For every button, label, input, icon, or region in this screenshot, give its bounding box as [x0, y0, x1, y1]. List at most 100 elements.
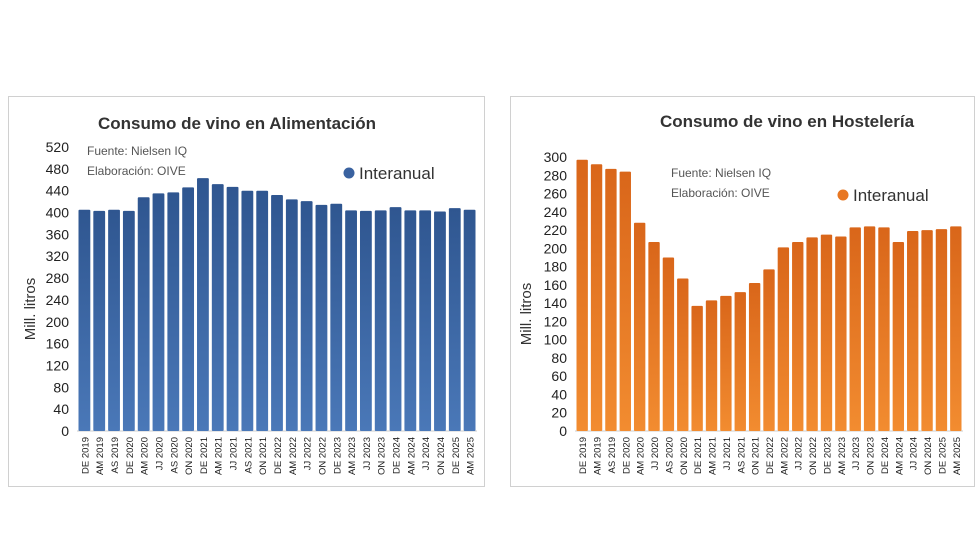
y-tick-label: 440: [46, 183, 70, 199]
bar: [197, 178, 209, 431]
x-tick-label: AS 2021: [243, 437, 254, 473]
bar: [404, 210, 417, 431]
y-tick-label: 80: [551, 350, 567, 366]
x-tick-label: AM 2025: [466, 437, 477, 475]
x-tick-label: AS 2019: [110, 437, 121, 473]
x-tick-label: ON 2023: [377, 437, 388, 475]
y-tick-label: 320: [46, 248, 70, 264]
bar: [950, 226, 962, 431]
y-tick-label: 20: [551, 405, 567, 421]
y-tick-label: 220: [544, 222, 568, 238]
y-tick-label: 280: [544, 167, 568, 183]
bar: [78, 209, 91, 431]
x-tick-label: DE 2025: [451, 437, 462, 474]
bar: [792, 241, 804, 431]
x-tick-label: AM 2021: [708, 437, 719, 475]
y-tick-label: 40: [551, 386, 567, 402]
chart-panel-hosteleria: Consumo de vino en Hostelería Fuente: Nie…: [510, 96, 975, 487]
x-tick-label: AM 2021: [214, 437, 225, 475]
x-tick-label: AM 2022: [288, 437, 299, 475]
x-tick-label: DE 2020: [621, 437, 632, 474]
bar: [374, 210, 387, 431]
y-tick-label: 60: [551, 368, 567, 384]
y-tick-label: 80: [53, 379, 69, 395]
x-tick-label: AS 2019: [607, 437, 618, 473]
x-tick-label: ON 2022: [317, 437, 328, 475]
x-tick-label: DE 2021: [199, 437, 210, 474]
bar: [590, 164, 603, 431]
bar: [226, 186, 239, 431]
source-label: Fuente: Nielsen IQ: [87, 144, 187, 158]
x-tick-label: JJ 2024: [421, 437, 432, 470]
x-tick-label: JJ 2021: [722, 437, 733, 470]
x-tick-label: DE 2019: [578, 437, 589, 474]
y-tick-label: 280: [46, 270, 70, 286]
legend-label: Interanual: [359, 164, 435, 183]
x-tick-label: AS 2020: [664, 437, 675, 473]
x-tick-label: DE 2022: [273, 437, 284, 474]
x-tick-label: AM 2024: [894, 437, 905, 475]
y-tick-label: 240: [544, 204, 568, 220]
chart-title: Consumo de vino en Hostelería: [660, 112, 915, 131]
bar: [167, 192, 180, 431]
bar: [677, 278, 689, 431]
bar: [359, 210, 372, 431]
bar: [211, 184, 224, 431]
y-tick-label: 0: [559, 423, 567, 439]
x-tick-label: JJ 2023: [362, 437, 373, 470]
legend-marker: [343, 167, 355, 179]
author-label: Elaboración: OIVE: [671, 186, 770, 200]
x-tick-label: DE 2022: [765, 437, 776, 474]
x-tick-label: ON 2020: [679, 437, 690, 475]
bar: [241, 190, 254, 431]
y-tick-label: 160: [544, 277, 568, 293]
bar: [315, 204, 328, 431]
x-tick-label: AM 2019: [593, 437, 604, 475]
y-tick-label: 40: [53, 401, 69, 417]
bar: [748, 283, 761, 431]
bar: [137, 197, 150, 431]
y-tick-label: 140: [544, 295, 568, 311]
bar: [448, 208, 461, 431]
bar: [835, 236, 847, 431]
bar: [619, 171, 631, 431]
x-tick-label: ON 2024: [923, 437, 934, 475]
x-tick-label: ON 2021: [751, 437, 762, 475]
bar: [576, 159, 588, 432]
x-tick-label: AM 2023: [837, 437, 848, 475]
bar: [463, 209, 476, 431]
bar: [122, 210, 135, 431]
bar: [389, 207, 402, 431]
x-tick-label: AM 2023: [347, 437, 358, 475]
y-tick-label: 200: [46, 314, 70, 330]
x-tick-label: JJ 2024: [909, 437, 920, 470]
bar: [705, 300, 718, 431]
bar: [691, 305, 703, 431]
y-tick-label: 520: [46, 139, 70, 155]
x-tick-label: ON 2020: [184, 437, 195, 475]
bar: [152, 193, 165, 431]
chart-hosteleria: Consumo de vino en Hostelería Fuente: Nie…: [518, 112, 963, 475]
y-tick-label: 120: [46, 357, 70, 373]
bar: [434, 211, 446, 431]
bar: [849, 227, 861, 431]
x-tick-label: AM 2025: [952, 437, 963, 475]
bar: [763, 269, 775, 431]
bar: [820, 234, 833, 431]
x-tick-label: DE 2019: [80, 437, 91, 474]
x-tick-label: ON 2022: [808, 437, 819, 475]
x-tick-label: JJ 2022: [303, 437, 314, 470]
bar: [633, 222, 646, 431]
x-tick-label: DE 2020: [125, 437, 136, 474]
bar: [907, 230, 919, 431]
y-tick-label: 180: [544, 259, 568, 275]
x-tick-label: ON 2021: [258, 437, 269, 475]
bar: [892, 241, 905, 431]
bar: [863, 226, 876, 431]
y-tick-label: 360: [46, 226, 70, 242]
x-tick-label: AM 2020: [636, 437, 647, 475]
bar: [878, 227, 890, 431]
x-tick-label: AM 2020: [140, 437, 151, 475]
x-tick-label: DE 2023: [332, 437, 343, 474]
x-tick-label: ON 2024: [436, 437, 447, 475]
